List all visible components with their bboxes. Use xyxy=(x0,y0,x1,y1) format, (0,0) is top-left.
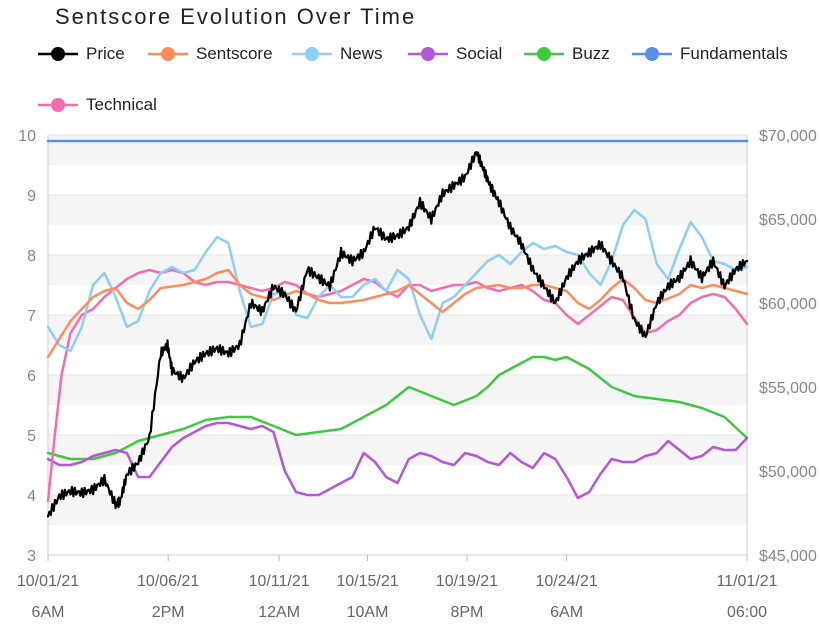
y-left-tick-label: 8 xyxy=(27,248,36,265)
legend-label: Fundamentals xyxy=(680,44,788,63)
legend-label: Social xyxy=(456,44,503,63)
y-right-tick-label: $70,000 xyxy=(759,128,817,145)
y-left-tick-label: 6 xyxy=(27,368,36,385)
legend-item-social[interactable]: Social xyxy=(408,44,502,64)
series-line-sentscore xyxy=(46,268,749,359)
y-right-tick-label: $45,000 xyxy=(759,548,817,565)
series-line-buzz xyxy=(46,355,749,461)
legend-label: News xyxy=(340,44,383,63)
x-tick-sublabel: 12AM xyxy=(258,604,300,621)
legend-swatch-icon xyxy=(632,47,672,61)
x-tick-label: 10/24/21 xyxy=(535,573,597,590)
series-line-technical xyxy=(46,268,749,503)
grid-band xyxy=(48,435,747,465)
x-tick-sublabel: 6AM xyxy=(32,604,65,621)
legend-label: Price xyxy=(86,44,125,63)
legend-swatch-icon xyxy=(148,47,188,61)
x-tick-sublabel: 6AM xyxy=(550,604,583,621)
x-tick-label: 10/15/21 xyxy=(336,573,398,590)
legend-label: Sentscore xyxy=(196,44,273,63)
legend-swatch-icon xyxy=(408,47,448,61)
grid-band xyxy=(48,495,747,525)
legend-item-technical[interactable]: Technical xyxy=(38,95,157,115)
y-left-tick-label: 10 xyxy=(18,128,36,145)
y-right-tick-label: $65,000 xyxy=(759,212,817,229)
series-line-price xyxy=(46,151,749,518)
legend-swatch-icon xyxy=(524,47,564,61)
y-left-tick-label: 7 xyxy=(27,308,36,325)
x-tick-sublabel: 8PM xyxy=(450,604,483,621)
y-left-tick-label: 3 xyxy=(27,548,36,565)
x-tick-label: 10/01/21 xyxy=(17,573,79,590)
legend-swatch-icon xyxy=(292,47,332,61)
series-line-news xyxy=(46,208,749,353)
y-left-tick-label: 5 xyxy=(27,428,36,445)
x-tick-sublabel: 10AM xyxy=(347,604,389,621)
legend-label: Technical xyxy=(86,95,157,114)
series-line-social xyxy=(46,421,749,500)
x-tick-label: 10/06/21 xyxy=(137,573,199,590)
legend-item-buzz[interactable]: Buzz xyxy=(524,44,610,64)
x-tick-sublabel: 06:00 xyxy=(727,604,767,621)
y-right-tick-label: $55,000 xyxy=(759,380,817,397)
x-tick-label: 11/01/21 xyxy=(716,573,777,590)
legend-item-sentscore[interactable]: Sentscore xyxy=(148,44,273,64)
legend-swatch-icon xyxy=(38,98,78,112)
y-right-tick-label: $50,000 xyxy=(759,464,817,481)
grid-band xyxy=(48,195,747,225)
y-right-tick-label: $60,000 xyxy=(759,296,817,313)
y-left-tick-label: 4 xyxy=(27,488,36,505)
grid-band xyxy=(48,375,747,405)
grid-band xyxy=(48,135,747,165)
legend-swatch-icon xyxy=(38,47,78,61)
x-tick-label: 10/19/21 xyxy=(436,573,498,590)
x-tick-label: 10/11/21 xyxy=(249,573,310,590)
grid-band xyxy=(48,315,747,345)
legend-item-news[interactable]: News xyxy=(292,44,383,64)
y-left-tick-label: 9 xyxy=(27,188,36,205)
legend-label: Buzz xyxy=(572,44,610,63)
x-tick-sublabel: 2PM xyxy=(152,604,185,621)
legend-item-fundamentals[interactable]: Fundamentals xyxy=(632,44,788,64)
legend: Price Sentscore News Social Buzz Fundamentals… xyxy=(0,44,820,134)
chart-title: Sentscore Evolution Over Time xyxy=(55,4,417,29)
legend-item-price[interactable]: Price xyxy=(38,44,125,64)
